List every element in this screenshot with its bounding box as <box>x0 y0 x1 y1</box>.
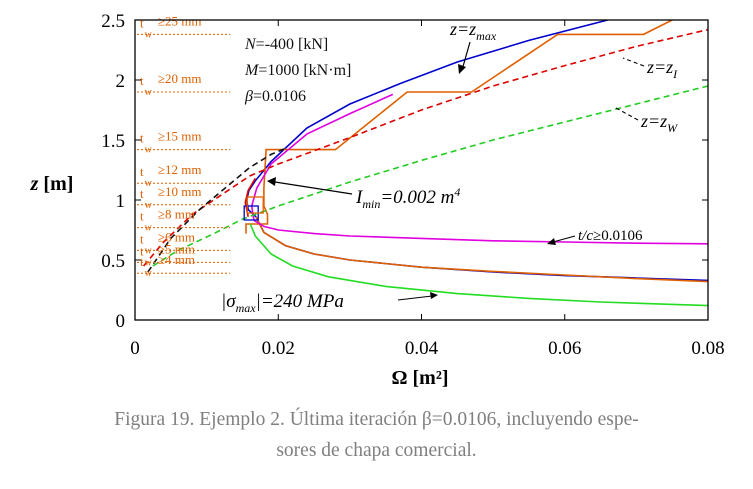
arrow-tc <box>552 235 576 243</box>
label-zi: z=zI <box>646 57 678 81</box>
arrowhead-tc <box>547 238 556 245</box>
thickness-level-label: tw≥20 mm <box>140 71 201 98</box>
param-m: M=1000 [kN·m] <box>244 62 351 79</box>
arrow-imin <box>274 181 353 195</box>
series-line <box>245 20 673 234</box>
figure-caption: Figura 19. Ejemplo 2. Última iteración β… <box>0 404 753 466</box>
y-tick-label: 1 <box>116 191 126 212</box>
x-tick-label: 0.08 <box>691 338 724 359</box>
x-tick-label: 0 <box>130 338 140 359</box>
param-beta: β=0.0106 <box>244 88 306 105</box>
series-line <box>142 28 708 267</box>
thickness-level-label: tw≥15 mm <box>140 129 201 156</box>
series-line <box>253 219 708 245</box>
series-line <box>152 85 708 267</box>
imin-marker-box-2 <box>246 196 264 214</box>
x-tick-label: 0.02 <box>262 338 295 359</box>
thickness-level-label: tw≥6 mm <box>140 229 195 256</box>
thickness-level-label: tw≥10 mm <box>140 184 201 211</box>
arrowhead-zmax <box>458 64 466 74</box>
y-tick-label: 2.5 <box>101 11 125 32</box>
caption-line-1: Figura 19. Ejemplo 2. Última iteración β… <box>114 409 639 430</box>
thickness-level-label: tw≥5 mm <box>140 241 195 268</box>
arrow-zw <box>615 107 639 121</box>
arrow-zi <box>622 57 645 67</box>
arrowhead-sigma <box>430 292 438 299</box>
arrow-zmax <box>461 41 471 71</box>
thickness-level-label: tw≥8 mm <box>140 207 195 234</box>
label-sigma: |σmax|=240 MPa <box>221 291 344 315</box>
label-zmax: z=zmax <box>449 19 497 43</box>
arrowhead-imin <box>267 177 276 186</box>
series-line <box>255 216 708 283</box>
label-tc: t/c≥0.0106 <box>578 228 643 244</box>
plot-frame <box>134 19 709 321</box>
x-tick-label: 0.06 <box>548 338 581 359</box>
x-axis-label: Ω [m²] <box>392 367 449 389</box>
y-tick-label: 2 <box>116 71 126 92</box>
y-tick-label: 1.5 <box>101 131 125 152</box>
param-n: N=-400 [kN] <box>244 36 328 53</box>
thickness-level-label: tw≥12 mm <box>140 162 201 189</box>
caption-line-2: sores de chapa comercial. <box>276 440 477 461</box>
y-tick-label: 0 <box>116 311 126 332</box>
y-axis-label: z [m] <box>30 173 74 195</box>
series-line <box>147 147 286 273</box>
y-tick-label: 0.5 <box>101 251 125 272</box>
label-zw: z=zW <box>640 111 678 135</box>
thickness-level-label: tw≥4 mm <box>140 252 195 279</box>
arrow-sigma <box>397 295 433 301</box>
x-tick-label: 0.04 <box>405 338 439 359</box>
thickness-level-label: tw≥25 mm <box>140 13 201 40</box>
series-line <box>249 223 708 307</box>
label-imin: Imin=0.002 m4 <box>355 185 460 211</box>
